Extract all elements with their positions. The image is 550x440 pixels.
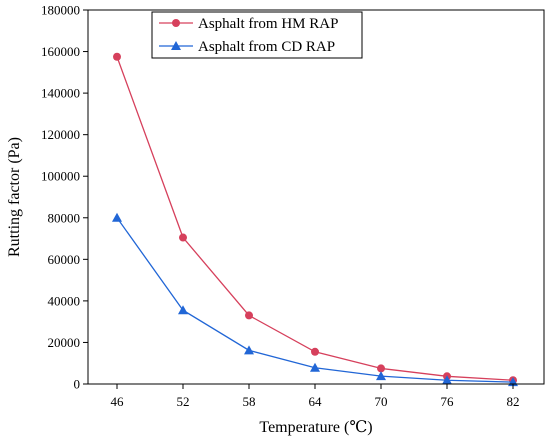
data-point-cd <box>310 362 320 372</box>
y-tick-label: 120000 <box>41 127 80 142</box>
y-tick-label: 100000 <box>41 169 80 184</box>
y-tick-label: 180000 <box>41 3 80 18</box>
y-tick-label: 40000 <box>48 293 81 308</box>
data-point-cd <box>244 345 254 355</box>
data-point-cd <box>178 305 188 315</box>
data-point-cd <box>442 375 452 385</box>
y-tick-label: 60000 <box>48 252 81 267</box>
x-tick-label: 64 <box>309 394 323 409</box>
x-tick-label: 58 <box>243 394 256 409</box>
series-layer <box>112 52 518 387</box>
data-point-hm <box>311 347 319 356</box>
x-axis-title: Temperature (℃) <box>259 419 372 436</box>
data-point-hm <box>179 233 187 242</box>
y-tick-label: 160000 <box>41 44 80 59</box>
legend: Asphalt from HM RAP Asphalt from CD RAP <box>151 11 363 59</box>
legend-marker-hm <box>172 19 180 27</box>
y-tick-label: 0 <box>74 377 81 392</box>
y-tick-label: 20000 <box>48 335 81 350</box>
legend-label-cd: Asphalt from CD RAP <box>198 39 335 55</box>
y-axis: 0 20000 40000 60000 80000 100000 120000 140000 1… <box>41 3 88 392</box>
legend-item-cd: Asphalt from CD RAP <box>159 39 335 55</box>
x-tick-label: 70 <box>375 394 388 409</box>
series-line-hm <box>116 56 514 381</box>
data-point-hm <box>377 364 385 373</box>
x-axis: 46 52 58 64 70 76 82 <box>111 384 520 409</box>
data-point-hm <box>245 311 253 320</box>
data-point-cd <box>112 212 122 222</box>
x-tick-label: 52 <box>177 394 190 409</box>
legend-marker-cd <box>171 41 181 50</box>
y-tick-label: 140000 <box>41 86 80 101</box>
data-point-hm <box>113 52 121 61</box>
y-tick-label: 80000 <box>48 210 81 225</box>
x-tick-label: 46 <box>111 394 125 409</box>
x-tick-label: 82 <box>507 394 520 409</box>
data-point-cd <box>376 371 386 381</box>
legend-label-hm: Asphalt from HM RAP <box>198 16 338 32</box>
plot-frame <box>87 9 545 385</box>
y-axis-title: Rutting factor (Pa) <box>6 137 23 257</box>
x-tick-label: 76 <box>441 394 455 409</box>
legend-frame <box>151 11 363 59</box>
series-line-cd <box>116 217 514 383</box>
legend-item-hm: Asphalt from HM RAP <box>159 16 338 32</box>
